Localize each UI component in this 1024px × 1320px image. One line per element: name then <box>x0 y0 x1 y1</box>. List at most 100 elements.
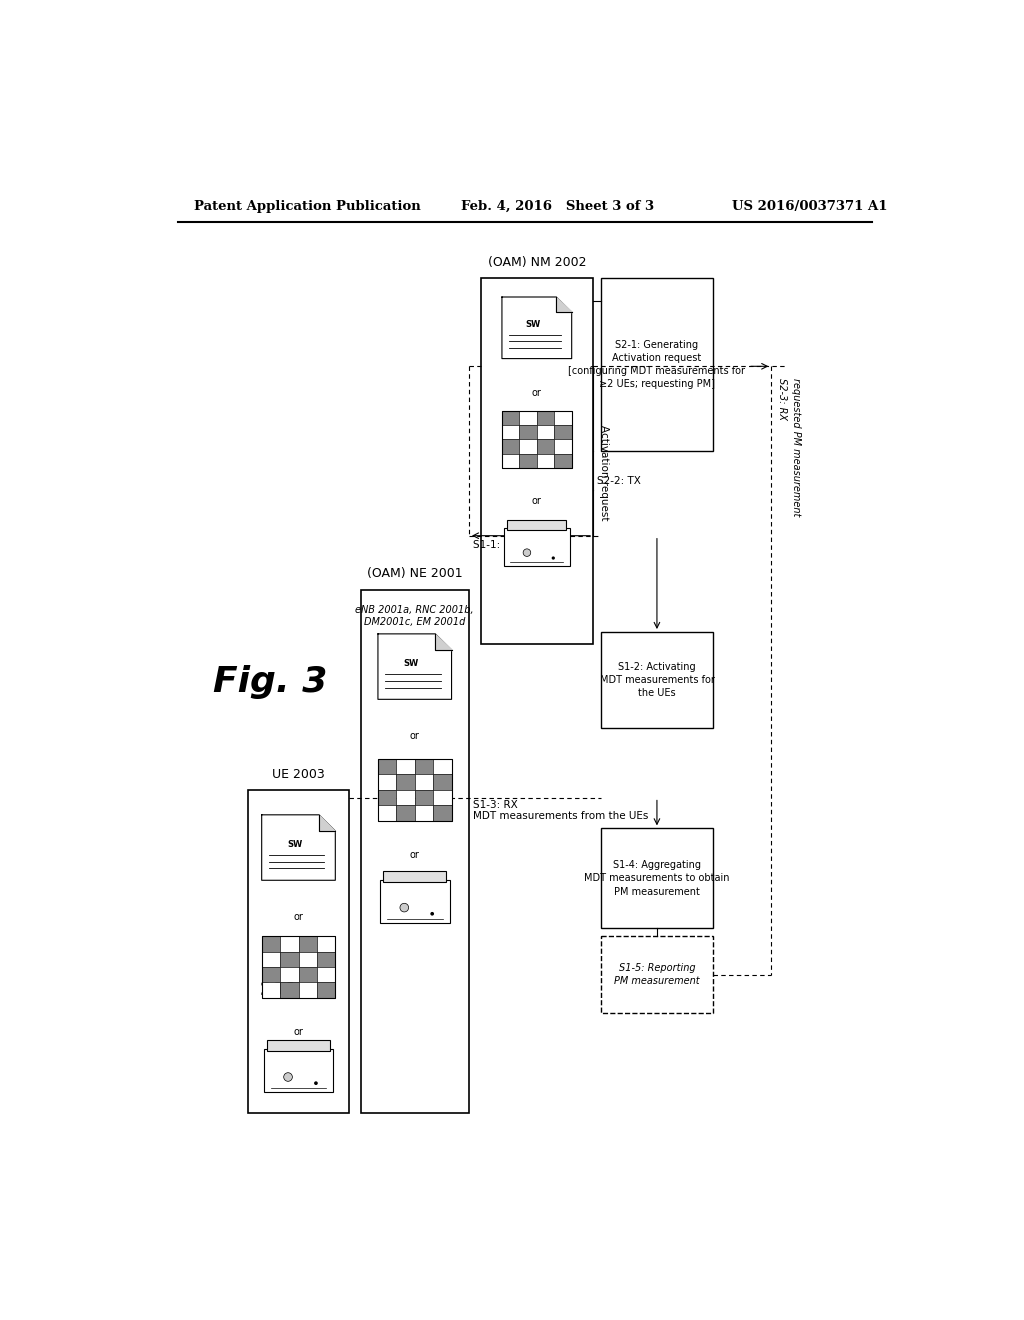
Bar <box>415 775 433 789</box>
Text: S1-1: RX: S1-1: RX <box>473 540 517 549</box>
Bar <box>554 425 571 440</box>
Bar <box>299 936 316 952</box>
Bar <box>601 936 713 1014</box>
Bar <box>262 936 335 998</box>
Bar <box>601 632 713 729</box>
Text: S1-2: Activating
MDT measurements for
the UEs: S1-2: Activating MDT measurements for th… <box>599 661 715 698</box>
Text: S2-2: TX: S2-2: TX <box>597 475 641 486</box>
Text: S2-3: RX: S2-3: RX <box>777 378 787 420</box>
Bar <box>396 759 415 775</box>
Bar <box>502 454 519 469</box>
Text: SW: SW <box>287 840 302 849</box>
Text: S2-1: Generating
Activation request
[configuring MDT measurements for
≥2 UEs; re: S2-1: Generating Activation request [con… <box>568 339 745 389</box>
Bar <box>396 805 415 821</box>
Text: or: or <box>531 496 542 506</box>
Text: UE 2003: UE 2003 <box>272 767 325 780</box>
Circle shape <box>400 903 409 912</box>
Bar <box>433 805 452 821</box>
Bar <box>378 759 396 775</box>
Text: S1-4: Aggregating
MDT measurements to obtain
PM measurement: S1-4: Aggregating MDT measurements to ob… <box>584 861 730 896</box>
Bar <box>507 520 566 531</box>
Text: or: or <box>410 850 420 861</box>
Text: US 2016/0037371 A1: US 2016/0037371 A1 <box>732 199 888 213</box>
Bar <box>383 871 446 882</box>
Polygon shape <box>502 297 571 359</box>
Text: requested PM measurement: requested PM measurement <box>791 378 801 516</box>
Bar <box>537 440 554 454</box>
Text: or: or <box>531 388 542 399</box>
Bar <box>262 982 281 998</box>
Bar <box>519 425 537 440</box>
Bar <box>433 759 452 775</box>
Bar <box>537 425 554 440</box>
Bar <box>378 775 396 789</box>
Bar <box>415 805 433 821</box>
Bar <box>316 966 335 982</box>
Bar <box>601 277 713 451</box>
Bar <box>480 277 593 644</box>
Bar <box>433 775 452 789</box>
Bar <box>248 789 349 1113</box>
Bar <box>519 454 537 469</box>
Text: or: or <box>294 912 303 921</box>
Text: S1-5: Reporting
PM measurement: S1-5: Reporting PM measurement <box>614 964 699 986</box>
Text: or: or <box>294 1027 303 1038</box>
Bar <box>396 775 415 789</box>
Circle shape <box>284 1073 293 1081</box>
Text: SW: SW <box>525 321 541 329</box>
Bar <box>299 966 316 982</box>
Text: Feb. 4, 2016   Sheet 3 of 3: Feb. 4, 2016 Sheet 3 of 3 <box>461 199 654 213</box>
Text: (OAM) NM 2002: (OAM) NM 2002 <box>487 256 586 268</box>
Bar <box>502 411 519 425</box>
Bar <box>380 880 450 923</box>
Bar <box>504 528 569 566</box>
Circle shape <box>552 557 555 560</box>
Bar <box>519 440 537 454</box>
Circle shape <box>430 912 434 916</box>
Bar <box>601 829 713 928</box>
Bar <box>281 982 299 998</box>
Bar <box>378 759 452 821</box>
Bar <box>415 789 433 805</box>
Bar <box>537 411 554 425</box>
Bar <box>502 425 519 440</box>
Bar <box>378 805 396 821</box>
Bar <box>502 411 571 469</box>
Polygon shape <box>319 814 335 830</box>
Circle shape <box>314 1081 317 1085</box>
Bar <box>502 440 519 454</box>
Bar <box>299 952 316 966</box>
Text: eNB 2001a, RNC 2001b,
DM2001c, EM 2001d: eNB 2001a, RNC 2001b, DM2001c, EM 2001d <box>355 605 474 627</box>
Bar <box>537 454 554 469</box>
Polygon shape <box>556 297 571 313</box>
Bar <box>415 759 433 775</box>
Text: MDT measurements from the UEs: MDT measurements from the UEs <box>473 812 648 821</box>
Text: (OAM) NE 2001: (OAM) NE 2001 <box>367 568 463 581</box>
Bar <box>396 789 415 805</box>
Bar <box>519 411 537 425</box>
Bar <box>316 936 335 952</box>
Bar <box>360 590 469 1113</box>
Bar <box>433 789 452 805</box>
Bar <box>263 1049 334 1093</box>
Text: SW: SW <box>403 659 419 668</box>
Text: Patent Application Publication: Patent Application Publication <box>194 199 421 213</box>
Text: S1-3: RX: S1-3: RX <box>473 800 517 809</box>
Circle shape <box>523 549 530 557</box>
Bar <box>262 936 281 952</box>
Text: Activation request: Activation request <box>599 425 609 520</box>
Bar <box>554 440 571 454</box>
Bar <box>262 966 281 982</box>
Bar <box>281 966 299 982</box>
Bar <box>281 936 299 952</box>
Bar <box>554 411 571 425</box>
Text: Fig. 3: Fig. 3 <box>213 665 328 700</box>
Polygon shape <box>378 634 452 700</box>
Bar <box>281 952 299 966</box>
Bar <box>267 1040 330 1051</box>
Bar <box>316 952 335 966</box>
Polygon shape <box>435 634 452 649</box>
Text: or: or <box>410 731 420 741</box>
Polygon shape <box>262 814 335 880</box>
Bar <box>378 789 396 805</box>
